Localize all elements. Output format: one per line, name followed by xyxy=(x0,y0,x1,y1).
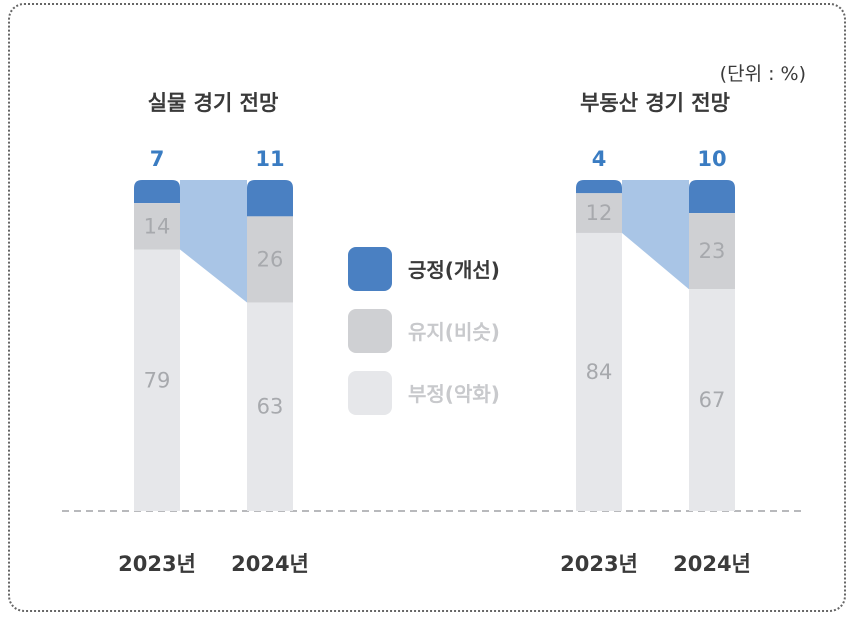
chart-title-real-economy: 실물 경기 전망 xyxy=(148,91,279,115)
bar-real-economy-2023-negative xyxy=(134,249,180,511)
bar-real-estate-2024-neutral xyxy=(689,213,735,290)
chart-frame xyxy=(8,3,846,612)
label-real-estate-2023-negative: 84 xyxy=(586,360,613,384)
label-real-estate-2024-neutral: 23 xyxy=(699,239,726,263)
legend-swatch-neutral xyxy=(348,309,392,353)
x-label-2024-real-economy: 2024년 xyxy=(231,552,309,576)
legend: 긍정(개선) 유지(비슷) 부정(악화) xyxy=(348,247,500,415)
label-real-economy-2024-neutral: 26 xyxy=(257,247,284,271)
bar-real-estate-2024-positive xyxy=(689,180,735,214)
bar-real-estate-2023-positive xyxy=(576,180,622,194)
bar-real-estate-2023-negative xyxy=(576,232,622,511)
connector-real-economy xyxy=(180,180,247,303)
label-real-estate-2024-negative: 67 xyxy=(699,388,726,412)
legend-label-positive: 긍정(개선) xyxy=(408,258,500,282)
label-real-estate-2023-neutral: 12 xyxy=(586,201,613,225)
label-real-economy-2024-negative: 63 xyxy=(257,395,284,419)
legend-swatch-negative xyxy=(348,371,392,415)
bar-real-economy-2024-positive xyxy=(247,180,293,217)
connector-real-estate xyxy=(622,180,689,290)
label-real-economy-2024-positive: 11 xyxy=(255,147,284,171)
label-real-economy-2023-negative: 79 xyxy=(144,368,171,392)
label-real-economy-2023-positive: 7 xyxy=(150,147,165,171)
bar-real-economy-2023-neutral xyxy=(134,203,180,250)
bar-real-estate-2024-negative xyxy=(689,289,735,511)
x-label-2023-real-estate: 2023년 xyxy=(560,552,638,576)
x-label-2023-real-economy: 2023년 xyxy=(118,552,196,576)
bar-real-estate-2023-neutral xyxy=(576,193,622,233)
label-real-estate-2023-positive: 4 xyxy=(592,147,607,171)
bar-real-economy-2024-neutral xyxy=(247,216,293,303)
chart-title-real-estate: 부동산 경기 전망 xyxy=(580,91,730,115)
legend-label-negative: 부정(악화) xyxy=(408,382,500,406)
unit-label: (단위 : %) xyxy=(720,63,806,85)
label-real-economy-2023-neutral: 14 xyxy=(144,214,171,238)
legend-swatch-positive xyxy=(348,247,392,291)
label-real-estate-2024-positive: 10 xyxy=(697,147,726,171)
chart-marks: 7 14 79 11 26 63 4 12 84 10 23 67 xyxy=(134,147,735,511)
bar-real-economy-2023-positive xyxy=(134,180,180,204)
x-label-2024-real-estate: 2024년 xyxy=(673,552,751,576)
bar-real-economy-2024-negative xyxy=(247,302,293,511)
legend-label-neutral: 유지(비슷) xyxy=(408,320,500,344)
